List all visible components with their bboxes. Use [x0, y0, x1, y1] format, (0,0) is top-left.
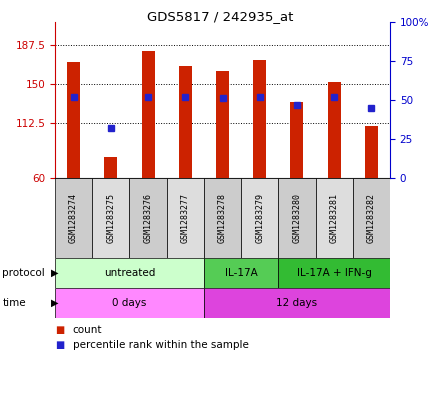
- Text: ▶: ▶: [51, 298, 58, 308]
- Bar: [67, 62, 80, 178]
- Bar: [241, 178, 279, 258]
- Text: GSM1283274: GSM1283274: [69, 193, 78, 243]
- Bar: [92, 178, 129, 258]
- Text: GSM1283278: GSM1283278: [218, 193, 227, 243]
- Text: ■: ■: [55, 340, 64, 350]
- Text: time: time: [2, 298, 26, 308]
- Text: count: count: [73, 325, 102, 335]
- Bar: [129, 178, 167, 258]
- Text: IL-17A: IL-17A: [225, 268, 257, 278]
- Bar: [216, 71, 229, 178]
- Text: percentile rank within the sample: percentile rank within the sample: [73, 340, 249, 350]
- Text: 0 days: 0 days: [112, 298, 147, 308]
- Bar: [279, 258, 390, 288]
- Bar: [167, 178, 204, 258]
- Text: IL-17A + IFN-g: IL-17A + IFN-g: [297, 268, 372, 278]
- Text: GSM1283279: GSM1283279: [255, 193, 264, 243]
- Text: GSM1283276: GSM1283276: [143, 193, 153, 243]
- Text: ▶: ▶: [51, 268, 58, 278]
- Bar: [328, 82, 341, 178]
- Text: GDS5817 / 242935_at: GDS5817 / 242935_at: [147, 10, 293, 23]
- Bar: [55, 288, 204, 318]
- Text: untreated: untreated: [104, 268, 155, 278]
- Bar: [315, 178, 353, 258]
- Bar: [55, 258, 204, 288]
- Text: GSM1283280: GSM1283280: [293, 193, 301, 243]
- Text: 12 days: 12 days: [276, 298, 318, 308]
- Bar: [179, 66, 192, 178]
- Text: GSM1283277: GSM1283277: [181, 193, 190, 243]
- Text: ■: ■: [55, 325, 64, 335]
- Bar: [204, 258, 279, 288]
- Text: GSM1283281: GSM1283281: [330, 193, 339, 243]
- Bar: [253, 61, 266, 178]
- Bar: [204, 288, 390, 318]
- Bar: [290, 102, 304, 178]
- Bar: [142, 51, 154, 178]
- Text: GSM1283282: GSM1283282: [367, 193, 376, 243]
- Bar: [353, 178, 390, 258]
- Bar: [104, 157, 117, 178]
- Text: GSM1283275: GSM1283275: [106, 193, 115, 243]
- Bar: [365, 126, 378, 178]
- Bar: [279, 178, 315, 258]
- Bar: [55, 178, 92, 258]
- Text: protocol: protocol: [2, 268, 45, 278]
- Bar: [204, 178, 241, 258]
